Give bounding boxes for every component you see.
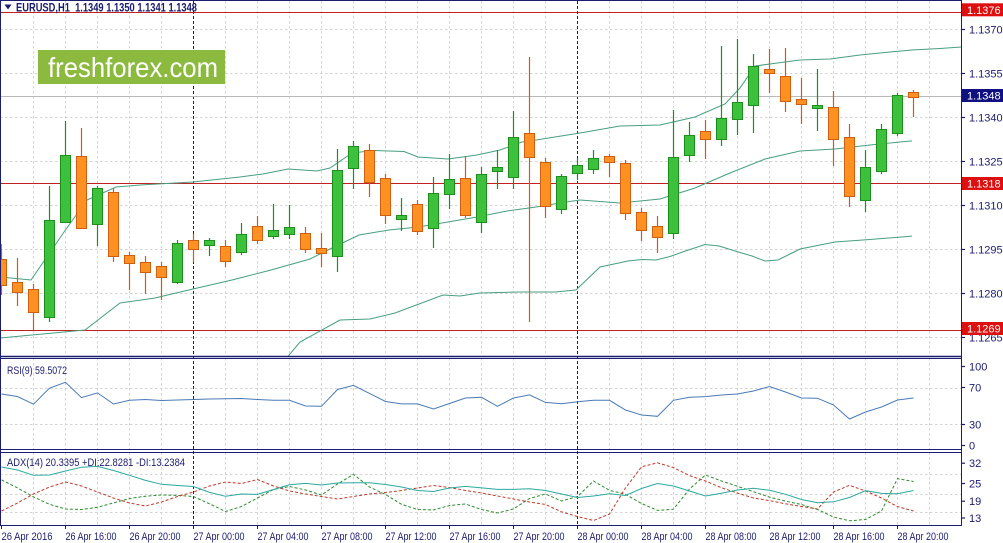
svg-text:26 Apr 20:00: 26 Apr 20:00 bbox=[130, 531, 181, 543]
svg-text:70: 70 bbox=[969, 383, 981, 395]
svg-text:1.1280: 1.1280 bbox=[969, 289, 1003, 301]
svg-text:1.1265: 1.1265 bbox=[969, 333, 1003, 345]
svg-text:13: 13 bbox=[969, 513, 981, 525]
svg-text:1.1295: 1.1295 bbox=[969, 245, 1003, 257]
svg-text:freshforex.com: freshforex.com bbox=[48, 52, 218, 83]
svg-text:1.1269: 1.1269 bbox=[967, 324, 1001, 336]
svg-text:27 Apr 00:00: 27 Apr 00:00 bbox=[194, 531, 245, 543]
svg-text:32: 32 bbox=[969, 458, 981, 470]
svg-text:25: 25 bbox=[969, 479, 981, 491]
svg-text:27 Apr 20:00: 27 Apr 20:00 bbox=[514, 531, 565, 543]
svg-text:1.1348: 1.1348 bbox=[967, 91, 1001, 103]
svg-text:1.1325: 1.1325 bbox=[969, 157, 1003, 169]
svg-text:28 Apr 08:00: 28 Apr 08:00 bbox=[706, 531, 757, 543]
svg-text:100: 100 bbox=[969, 362, 987, 374]
svg-text:28 Apr 16:00: 28 Apr 16:00 bbox=[834, 531, 885, 543]
svg-text:19: 19 bbox=[969, 496, 981, 508]
svg-text:1.1340: 1.1340 bbox=[969, 113, 1003, 125]
svg-text:30: 30 bbox=[969, 420, 981, 432]
svg-text:RSI(9) 59.5072: RSI(9) 59.5072 bbox=[7, 365, 67, 377]
svg-text:1.1310: 1.1310 bbox=[969, 201, 1003, 213]
svg-text:26 Apr 2016: 26 Apr 2016 bbox=[2, 531, 53, 543]
svg-text:27 Apr 04:00: 27 Apr 04:00 bbox=[258, 531, 309, 543]
svg-text:0: 0 bbox=[969, 441, 975, 453]
svg-text:28 Apr 12:00: 28 Apr 12:00 bbox=[770, 531, 821, 543]
svg-text:1.1355: 1.1355 bbox=[969, 69, 1003, 81]
svg-text:27 Apr 12:00: 27 Apr 12:00 bbox=[386, 531, 437, 543]
svg-text:1.1318: 1.1318 bbox=[967, 179, 1001, 191]
svg-text:27 Apr 16:00: 27 Apr 16:00 bbox=[450, 531, 501, 543]
svg-text:28 Apr 00:00: 28 Apr 00:00 bbox=[578, 531, 629, 543]
svg-text:EURUSD,H1 1.1349 1.1350 1.134: EURUSD,H1 1.1349 1.1350 1.1341 1.1348 bbox=[16, 3, 197, 15]
svg-text:1.1370: 1.1370 bbox=[969, 25, 1003, 37]
svg-text:28 Apr 20:00: 28 Apr 20:00 bbox=[898, 531, 949, 543]
svg-text:ADX(14) 20.3395 +DI:22.8281 -D: ADX(14) 20.3395 +DI:22.8281 -DI:13.2384 bbox=[7, 457, 185, 469]
svg-text:28 Apr 04:00: 28 Apr 04:00 bbox=[642, 531, 693, 543]
svg-text:1.1376: 1.1376 bbox=[967, 5, 1001, 17]
svg-text:26 Apr 16:00: 26 Apr 16:00 bbox=[66, 531, 117, 543]
svg-text:27 Apr 08:00: 27 Apr 08:00 bbox=[322, 531, 373, 543]
